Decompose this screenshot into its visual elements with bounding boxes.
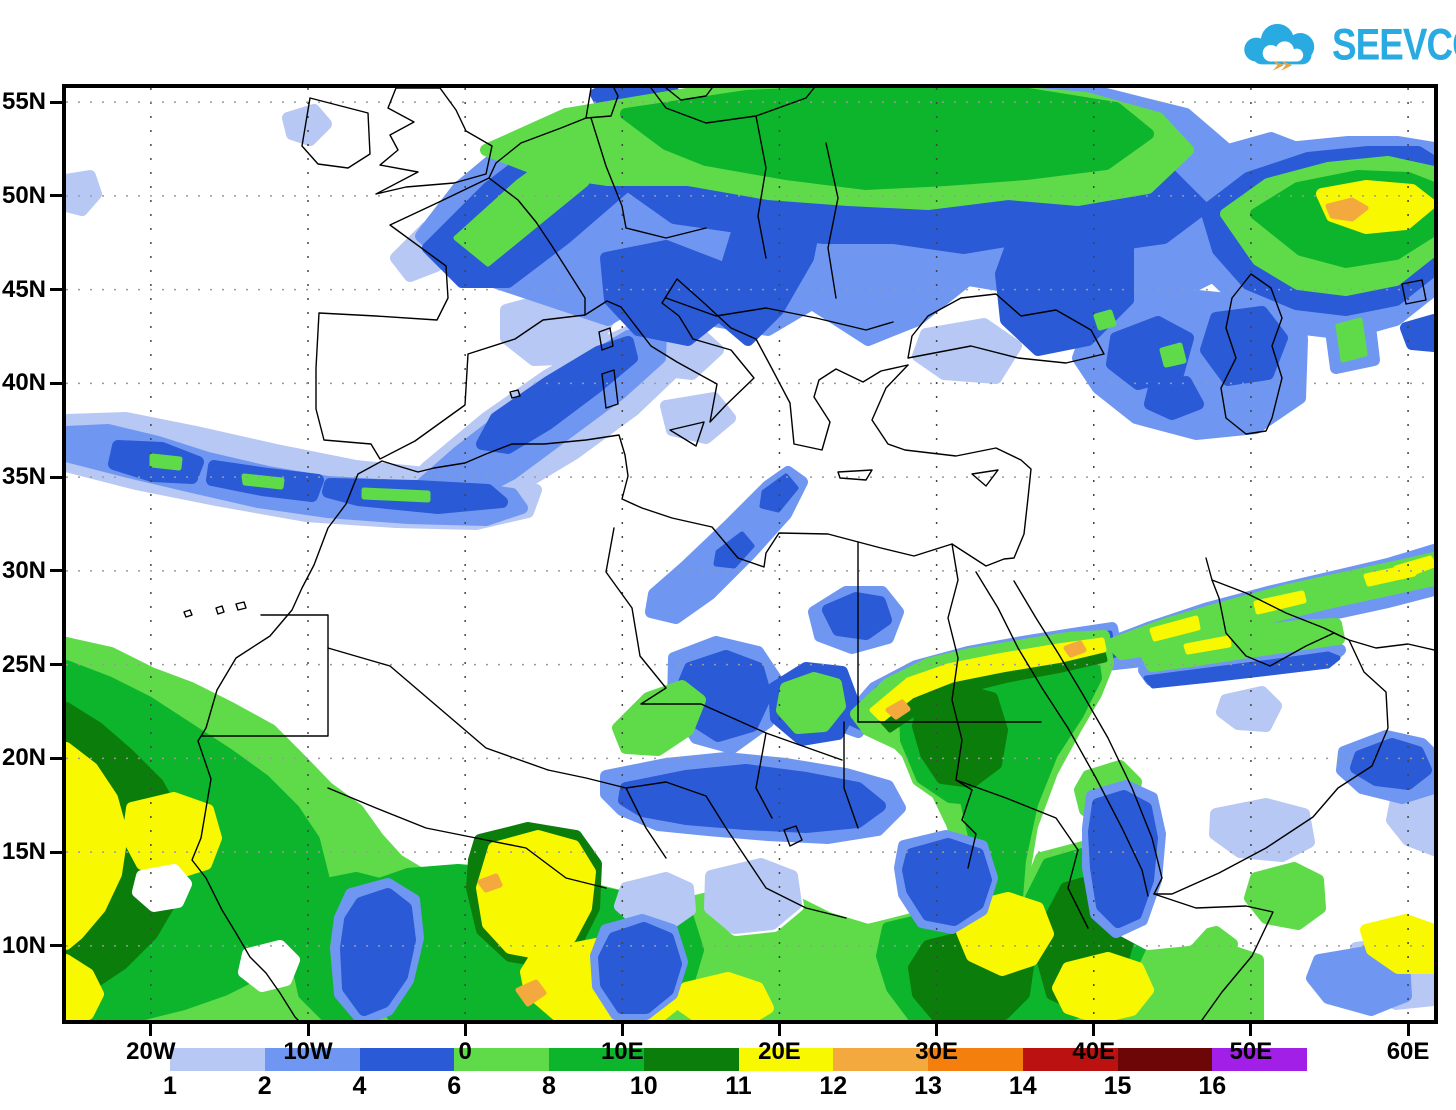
colorbar-label: 13	[914, 1072, 942, 1100]
colorbar-segment	[170, 1048, 265, 1071]
lat-tick	[50, 850, 62, 854]
lon-tick	[1092, 1024, 1096, 1036]
lat-tick-label: 30N	[1, 556, 46, 584]
colorbar-segment	[1212, 1048, 1307, 1071]
colorbar-label: 12	[819, 1072, 848, 1100]
lon-tick-label: 10W	[283, 1038, 333, 1065]
lat-tick-label: 20N	[1, 744, 46, 772]
colorbar	[170, 1048, 1307, 1071]
logo-text: SEEVCCC	[1332, 19, 1456, 70]
map-canvas	[66, 88, 1434, 1020]
colorbar-label: 11	[725, 1072, 752, 1100]
colorbar-segment	[454, 1048, 549, 1071]
lat-tick-label: 50N	[1, 181, 46, 209]
lon-tick-label: 60E	[1386, 1038, 1430, 1065]
lat-tick	[50, 381, 62, 385]
colorbar-segment	[359, 1048, 455, 1071]
lon-tick-label: 50E	[1229, 1038, 1273, 1065]
lat-tick-label: 40N	[1, 369, 46, 397]
colorbar-segment	[738, 1048, 834, 1071]
lat-tick	[50, 475, 62, 479]
lon-tick-label: 40E	[1072, 1038, 1116, 1065]
lon-tick	[306, 1024, 310, 1036]
lon-tick-label: 20E	[758, 1038, 801, 1065]
contour-level-7	[66, 180, 1434, 1020]
seevccc-logo: SEEVCCC	[1236, 16, 1456, 74]
lon-tick	[463, 1024, 467, 1036]
coastlines	[183, 88, 1434, 1020]
colorbar-segment	[643, 1048, 739, 1071]
lon-tick	[777, 1024, 781, 1036]
colorbar-label: 16	[1198, 1072, 1227, 1100]
lat-tick-label: 55N	[1, 88, 46, 116]
lon-tick-label: 0	[458, 1038, 472, 1065]
lat-tick-label: 35N	[1, 463, 46, 491]
colorbar-segment	[549, 1048, 644, 1071]
cloud-icon	[1244, 23, 1315, 71]
colorbar-label: 4	[352, 1072, 367, 1100]
colorbar-segment	[833, 1048, 928, 1071]
lat-tick	[50, 100, 62, 104]
contour-holes	[132, 752, 1214, 1020]
lon-tick	[149, 1024, 153, 1036]
colorbar-label: 1	[163, 1072, 177, 1100]
lon-tick-label: 20W	[126, 1038, 176, 1065]
grid-lines	[66, 88, 1434, 1020]
lat-tick	[50, 288, 62, 292]
colorbar-label: 2	[257, 1072, 272, 1100]
lat-tick-label: 45N	[1, 275, 46, 303]
lat-tick-label: 25N	[1, 650, 46, 678]
colorbar-segment	[264, 1048, 360, 1071]
lon-tick	[1249, 1024, 1253, 1036]
colorbar-label: 8	[542, 1072, 556, 1100]
colorbar-label: 10	[629, 1072, 658, 1100]
lat-tick	[50, 663, 62, 667]
lat-tick	[50, 944, 62, 948]
colorbar-segment	[1022, 1048, 1118, 1071]
lightning-icon	[1272, 60, 1293, 71]
lon-tick	[620, 1024, 624, 1036]
lon-tick	[935, 1024, 939, 1036]
lat-tick-label: 10N	[1, 931, 46, 959]
colorbar-label: 15	[1103, 1072, 1132, 1100]
lon-tick-label: 10E	[600, 1038, 644, 1065]
lat-tick	[50, 569, 62, 573]
colorbar-segment	[1117, 1048, 1213, 1071]
colorbar-segment	[928, 1048, 1023, 1071]
lon-tick	[1406, 1024, 1410, 1036]
lat-tick-label: 15N	[1, 838, 46, 866]
colorbar-label: 14	[1008, 1072, 1037, 1100]
colorbar-label: 6	[447, 1072, 462, 1100]
lat-tick	[50, 756, 62, 760]
lat-tick	[50, 194, 62, 198]
lon-tick-label: 30E	[915, 1038, 958, 1065]
